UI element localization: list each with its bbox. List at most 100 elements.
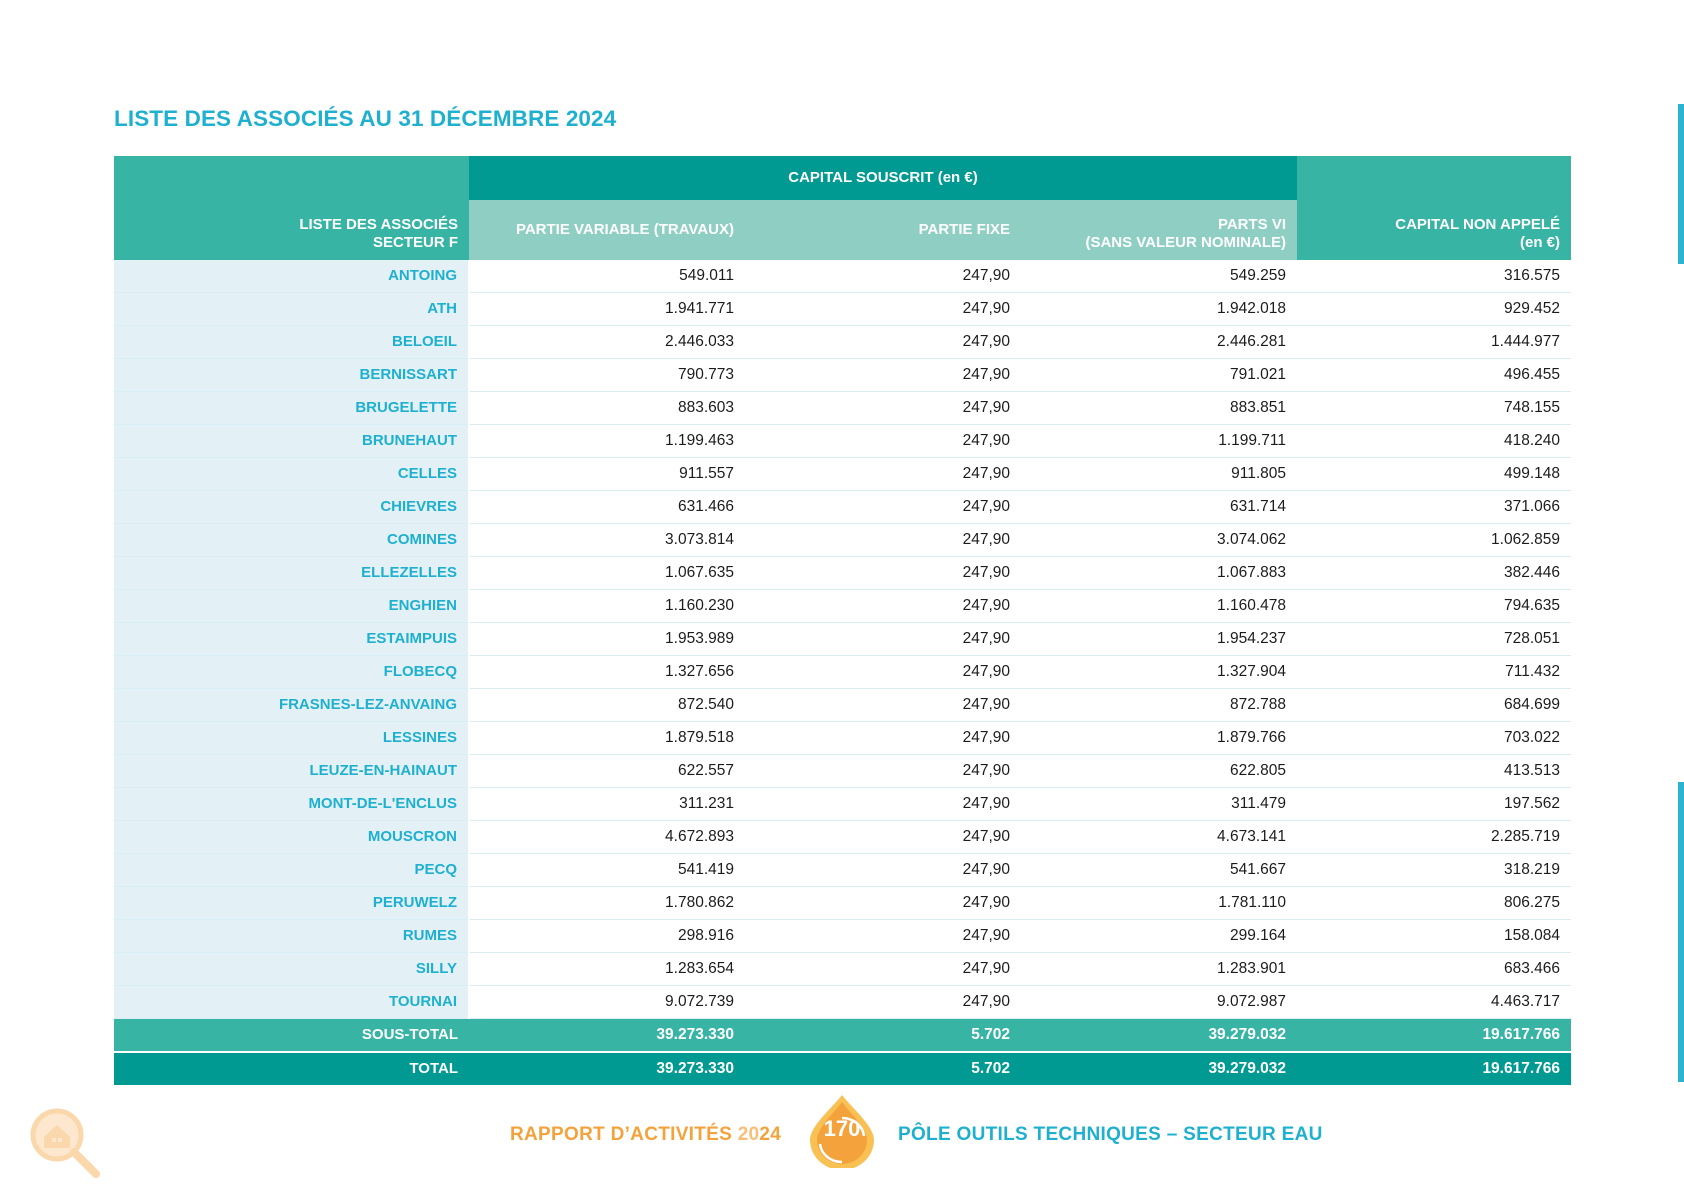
associate-name-cell: ANTOING [114, 260, 470, 293]
associate-name-cell: FLOBECQ [114, 655, 470, 689]
partie-fixe-cell: 247,90 [745, 358, 1021, 392]
partie-fixe-cell: 247,90 [745, 292, 1021, 326]
partie-fixe-cell: 247,90 [745, 688, 1021, 722]
table-row: FRASNES-LEZ-ANVAING 872.540 247,90 872.788 6… [114, 688, 1572, 722]
partie-fixe-cell: 247,90 [745, 886, 1021, 920]
page-number: 170 [823, 1116, 861, 1141]
header-parts-vi: PARTS VI (SANS VALEUR NOMINALE) [1021, 200, 1298, 260]
associate-name-cell: COMINES [114, 523, 470, 557]
subtotal-variable: 39.273.330 [469, 1018, 745, 1053]
partie-variable-cell: 3.073.814 [469, 523, 745, 557]
header-associates: LISTE DES ASSOCIÉS SECTEUR F [114, 156, 469, 260]
capital-non-appele-cell: 4.463.717 [1297, 985, 1572, 1019]
footer-year-part1: 20 [737, 1124, 760, 1145]
header-capital-non-appele: CAPITAL NON APPELÉ (en €) [1297, 156, 1572, 260]
subtotal-label: SOUS-TOTAL [114, 1018, 469, 1053]
parts-vi-cell: 299.164 [1021, 919, 1298, 953]
header-associates-line1: LISTE DES ASSOCIÉS [299, 216, 458, 233]
partie-fixe-cell: 247,90 [745, 391, 1021, 425]
associate-name-cell: ATH [114, 292, 470, 326]
partie-fixe-cell: 247,90 [745, 325, 1021, 359]
associate-name-cell: MOUSCRON [114, 820, 470, 854]
associate-name-cell: CELLES [114, 457, 470, 491]
parts-vi-cell: 1.954.237 [1021, 622, 1298, 656]
table-row: CELLES 911.557 247,90 911.805 499.148 [114, 457, 1572, 491]
partie-fixe-cell: 247,90 [745, 523, 1021, 557]
partie-fixe-cell: 247,90 [745, 589, 1021, 623]
partie-fixe-cell: 247,90 [745, 490, 1021, 524]
subtotal-fixe: 5.702 [745, 1018, 1021, 1053]
partie-variable-cell: 872.540 [469, 688, 745, 722]
capital-non-appele-cell: 158.084 [1297, 919, 1572, 953]
associate-name-cell: BRUNEHAUT [114, 424, 470, 458]
capital-non-appele-cell: 748.155 [1297, 391, 1572, 425]
partie-variable-cell: 1.941.771 [469, 292, 745, 326]
table-row: PERUWELZ 1.780.862 247,90 1.781.110 806.275 [114, 886, 1572, 920]
water-drop-icon [810, 1095, 874, 1168]
partie-fixe-cell: 247,90 [745, 721, 1021, 755]
parts-vi-cell: 872.788 [1021, 688, 1298, 722]
partie-variable-cell: 1.953.989 [469, 622, 745, 656]
parts-vi-cell: 631.714 [1021, 490, 1298, 524]
parts-vi-cell: 1.327.904 [1021, 655, 1298, 689]
partie-variable-cell: 1.327.656 [469, 655, 745, 689]
capital-non-appele-cell: 197.562 [1297, 787, 1572, 821]
capital-non-appele-cell: 794.635 [1297, 589, 1572, 623]
partie-variable-cell: 298.916 [469, 919, 745, 953]
parts-vi-cell: 9.072.987 [1021, 985, 1298, 1019]
footer-section-title: PÔLE OUTILS TECHNIQUES – SECTEUR EAU [898, 1124, 1323, 1145]
parts-vi-cell: 311.479 [1021, 787, 1298, 821]
partie-variable-cell: 541.419 [469, 853, 745, 887]
table-row: BRUGELETTE 883.603 247,90 883.851 748.155 [114, 391, 1572, 425]
partie-variable-cell: 549.011 [469, 260, 745, 293]
partie-fixe-cell: 247,90 [745, 919, 1021, 953]
partie-fixe-cell: 247,90 [745, 787, 1021, 821]
footer-report-title: RAPPORT D’ACTIVITÉS 2024 [510, 1124, 781, 1146]
associate-name-cell: TOURNAI [114, 985, 470, 1019]
parts-vi-cell: 1.942.018 [1021, 292, 1298, 326]
edge-tab-top [1678, 104, 1684, 264]
partie-variable-cell: 4.672.893 [469, 820, 745, 854]
total-parts: 39.279.032 [1021, 1052, 1298, 1085]
capital-non-appele-cell: 806.275 [1297, 886, 1572, 920]
associate-name-cell: ENGHIEN [114, 589, 470, 623]
partie-variable-cell: 790.773 [469, 358, 745, 392]
subtotal-parts: 39.279.032 [1021, 1018, 1298, 1053]
associate-name-cell: MONT-DE-L'ENCLUS [114, 787, 470, 821]
associate-name-cell: SILLY [114, 952, 470, 986]
partie-fixe-cell: 247,90 [745, 853, 1021, 887]
associate-name-cell: PERUWELZ [114, 886, 470, 920]
parts-vi-cell: 541.667 [1021, 853, 1298, 887]
parts-vi-cell: 2.446.281 [1021, 325, 1298, 359]
capital-non-appele-cell: 929.452 [1297, 292, 1572, 326]
capital-non-appele-cell: 684.699 [1297, 688, 1572, 722]
partie-fixe-cell: 247,90 [745, 556, 1021, 590]
table-row: TOURNAI 9.072.739 247,90 9.072.987 4.463.717 [114, 985, 1572, 1019]
parts-vi-cell: 622.805 [1021, 754, 1298, 788]
partie-fixe-cell: 247,90 [745, 424, 1021, 458]
header-associates-line2: SECTEUR F [372, 234, 458, 251]
capital-non-appele-cell: 499.148 [1297, 457, 1572, 491]
partie-variable-cell: 2.446.033 [469, 325, 745, 359]
table-row: RUMES 298.916 247,90 299.164 158.084 [114, 919, 1572, 953]
header-partie-variable: PARTIE VARIABLE (TRAVAUX) [469, 200, 745, 260]
footer-report-text: RAPPORT D’ACTIVITÉS [510, 1124, 738, 1145]
parts-vi-cell: 1.160.478 [1021, 589, 1298, 623]
associate-name-cell: RUMES [114, 919, 470, 953]
associate-name-cell: PECQ [114, 853, 470, 887]
associate-name-cell: BELOEIL [114, 325, 470, 359]
parts-vi-cell: 791.021 [1021, 358, 1298, 392]
table-body: ANTOING 549.011 247,90 549.259 316.575 ATH 1.9… [114, 260, 1572, 1019]
capital-non-appele-cell: 382.446 [1297, 556, 1572, 590]
associate-name-cell: BRUGELETTE [114, 391, 470, 425]
associate-name-cell: LESSINES [114, 721, 470, 755]
partie-variable-cell: 1.160.230 [469, 589, 745, 623]
house-magnifier-icon [30, 1108, 100, 1178]
parts-vi-cell: 4.673.141 [1021, 820, 1298, 854]
partie-fixe-cell: 247,90 [745, 622, 1021, 656]
parts-vi-cell: 1.781.110 [1021, 886, 1298, 920]
header-non-appele-line1: CAPITAL NON APPELÉ [1395, 216, 1561, 233]
capital-non-appele-cell: 1.062.859 [1297, 523, 1572, 557]
parts-vi-cell: 1.067.883 [1021, 556, 1298, 590]
partie-fixe-cell: 247,90 [745, 985, 1021, 1019]
